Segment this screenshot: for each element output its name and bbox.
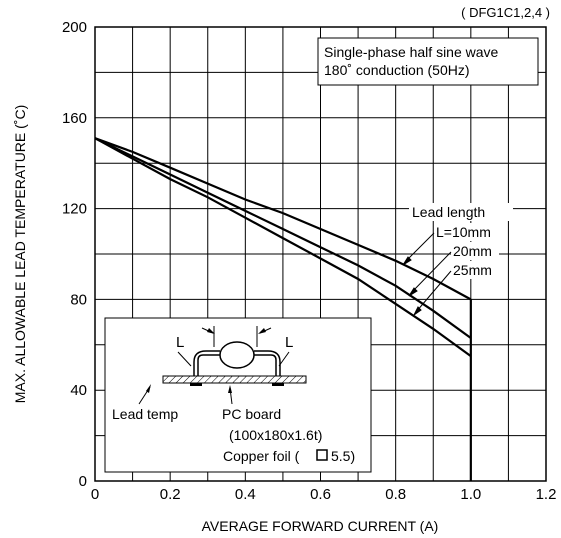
diode-leads (193, 350, 281, 376)
copper-foil-label: Copper foil ( (223, 448, 300, 464)
series-line-2 (94, 137, 472, 357)
legend-label-l20: 20mm (453, 243, 492, 259)
diode-body (219, 341, 255, 369)
series-line-1 (94, 137, 472, 339)
x-tick-label: 0.2 (160, 486, 181, 503)
copper-foil-square-icon (316, 449, 328, 461)
legend-l10-bg (434, 223, 506, 241)
y-axis-label: MAX. ALLOWABLE LEAD TEMPERATURE (˚C) (12, 105, 28, 403)
series-line-0 (94, 137, 472, 301)
condition-line2: 180˚ conduction (50Hz) (324, 62, 470, 78)
y-tick-label: 120 (62, 201, 87, 218)
legend-title-bg (409, 203, 513, 221)
legend-label-l25: 25mm (453, 262, 492, 278)
legend-l20-bg (451, 242, 499, 260)
condition-line1: Single-phase half sine wave (324, 44, 499, 60)
x-axis-label: AVERAGE FORWARD CURRENT (A) (202, 518, 439, 534)
plot-frame (94, 26, 547, 482)
legend-title: Lead length (412, 204, 485, 220)
copper-foil-value: 5.5) (331, 448, 355, 464)
y-tick-label: 40 (70, 382, 87, 399)
legend-label-l10: L=10mm (436, 224, 491, 240)
model-label: ( DFG1C1,2,4 ) (461, 5, 550, 20)
dimension-label-left: L (176, 334, 184, 351)
condition-box (317, 37, 539, 86)
legend-leader-lines (402, 232, 452, 316)
x-tick-label: 0.4 (235, 486, 256, 503)
dimension-label-right: L (285, 334, 293, 351)
x-tick-label: 1.0 (460, 486, 481, 503)
x-tick-label: 0.8 (385, 486, 406, 503)
y-tick-label: 160 (62, 110, 87, 127)
copper-pad-right (272, 383, 284, 386)
tick-labels: 0 0.2 0.4 0.6 0.8 1.0 1.2 0 40 80 120 160 200 (62, 19, 556, 503)
x-tick-label: 1.2 (536, 486, 557, 503)
pc-board-label: PC board (222, 406, 281, 422)
lead-temp-label: Lead temp (112, 406, 178, 422)
y-tick-label: 0 (79, 473, 87, 490)
y-tick-label: 200 (62, 19, 87, 36)
x-tick-label: 0.6 (310, 486, 331, 503)
legend-l25-bg (451, 261, 499, 279)
copper-pad-left (190, 383, 202, 386)
x-tick-label: 0 (91, 486, 99, 503)
inset-diagram: L L Lead temp PC board (100x180x1.6t) Co… (104, 317, 372, 473)
pc-board-shape (162, 375, 307, 384)
y-tick-label: 80 (70, 291, 87, 308)
series-group (94, 137, 472, 357)
pc-board-size: (100x180x1.6t) (229, 427, 322, 443)
